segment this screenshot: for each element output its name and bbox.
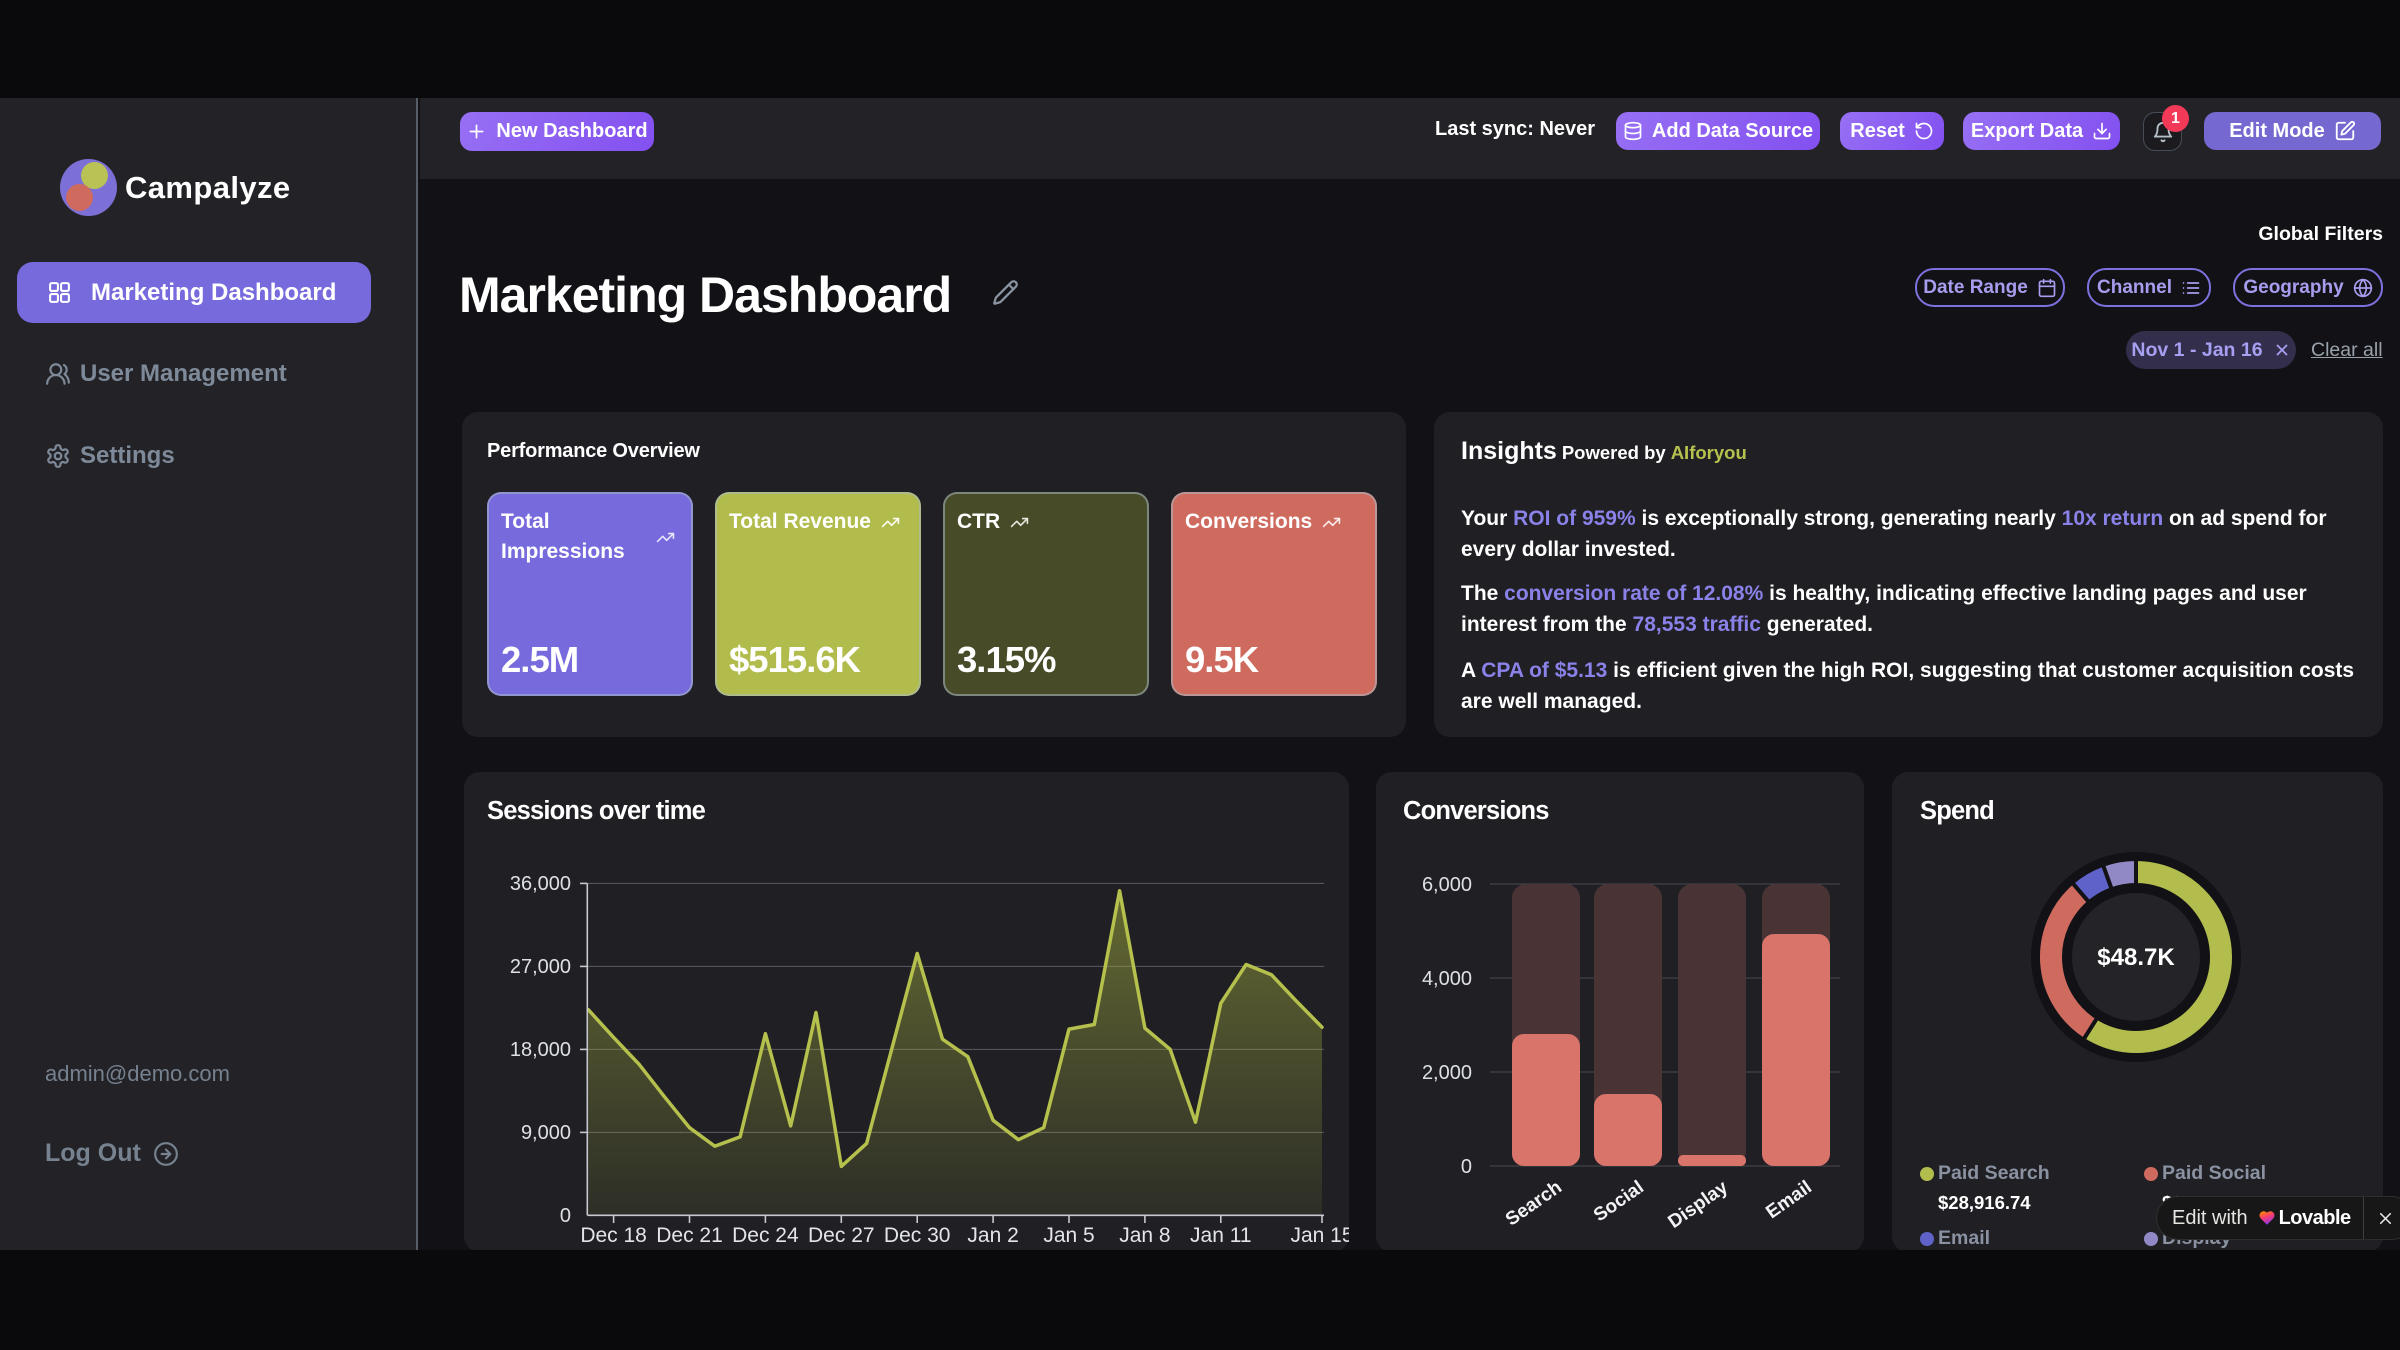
svg-text:0: 0 bbox=[1461, 1156, 1472, 1178]
svg-text:Jan 2: Jan 2 bbox=[967, 1224, 1018, 1247]
svg-text:Dec 18: Dec 18 bbox=[580, 1224, 647, 1247]
svg-text:Email: Email bbox=[1762, 1177, 1816, 1223]
svg-text:27,000: 27,000 bbox=[510, 956, 571, 978]
svg-text:0: 0 bbox=[560, 1205, 571, 1227]
svg-text:Jan 8: Jan 8 bbox=[1119, 1224, 1170, 1247]
svg-text:4,000: 4,000 bbox=[1422, 968, 1472, 990]
svg-text:Dec 30: Dec 30 bbox=[884, 1224, 951, 1247]
svg-text:Display: Display bbox=[1664, 1177, 1732, 1233]
svg-text:Social: Social bbox=[1590, 1177, 1648, 1226]
svg-text:$48.7K: $48.7K bbox=[2097, 944, 2175, 971]
svg-text:2,000: 2,000 bbox=[1422, 1062, 1472, 1084]
svg-text:Dec 27: Dec 27 bbox=[808, 1224, 875, 1247]
svg-text:Dec 21: Dec 21 bbox=[656, 1224, 723, 1247]
svg-text:Dec 24: Dec 24 bbox=[732, 1224, 799, 1247]
svg-text:Search: Search bbox=[1502, 1177, 1566, 1231]
svg-text:Jan 15: Jan 15 bbox=[1290, 1224, 1349, 1247]
svg-text:Jan 11: Jan 11 bbox=[1190, 1224, 1252, 1247]
svg-text:6,000: 6,000 bbox=[1422, 874, 1472, 896]
svg-text:18,000: 18,000 bbox=[510, 1039, 571, 1061]
svg-text:9,000: 9,000 bbox=[521, 1122, 571, 1144]
svg-text:36,000: 36,000 bbox=[510, 873, 571, 895]
svg-text:Jan 5: Jan 5 bbox=[1043, 1224, 1094, 1247]
